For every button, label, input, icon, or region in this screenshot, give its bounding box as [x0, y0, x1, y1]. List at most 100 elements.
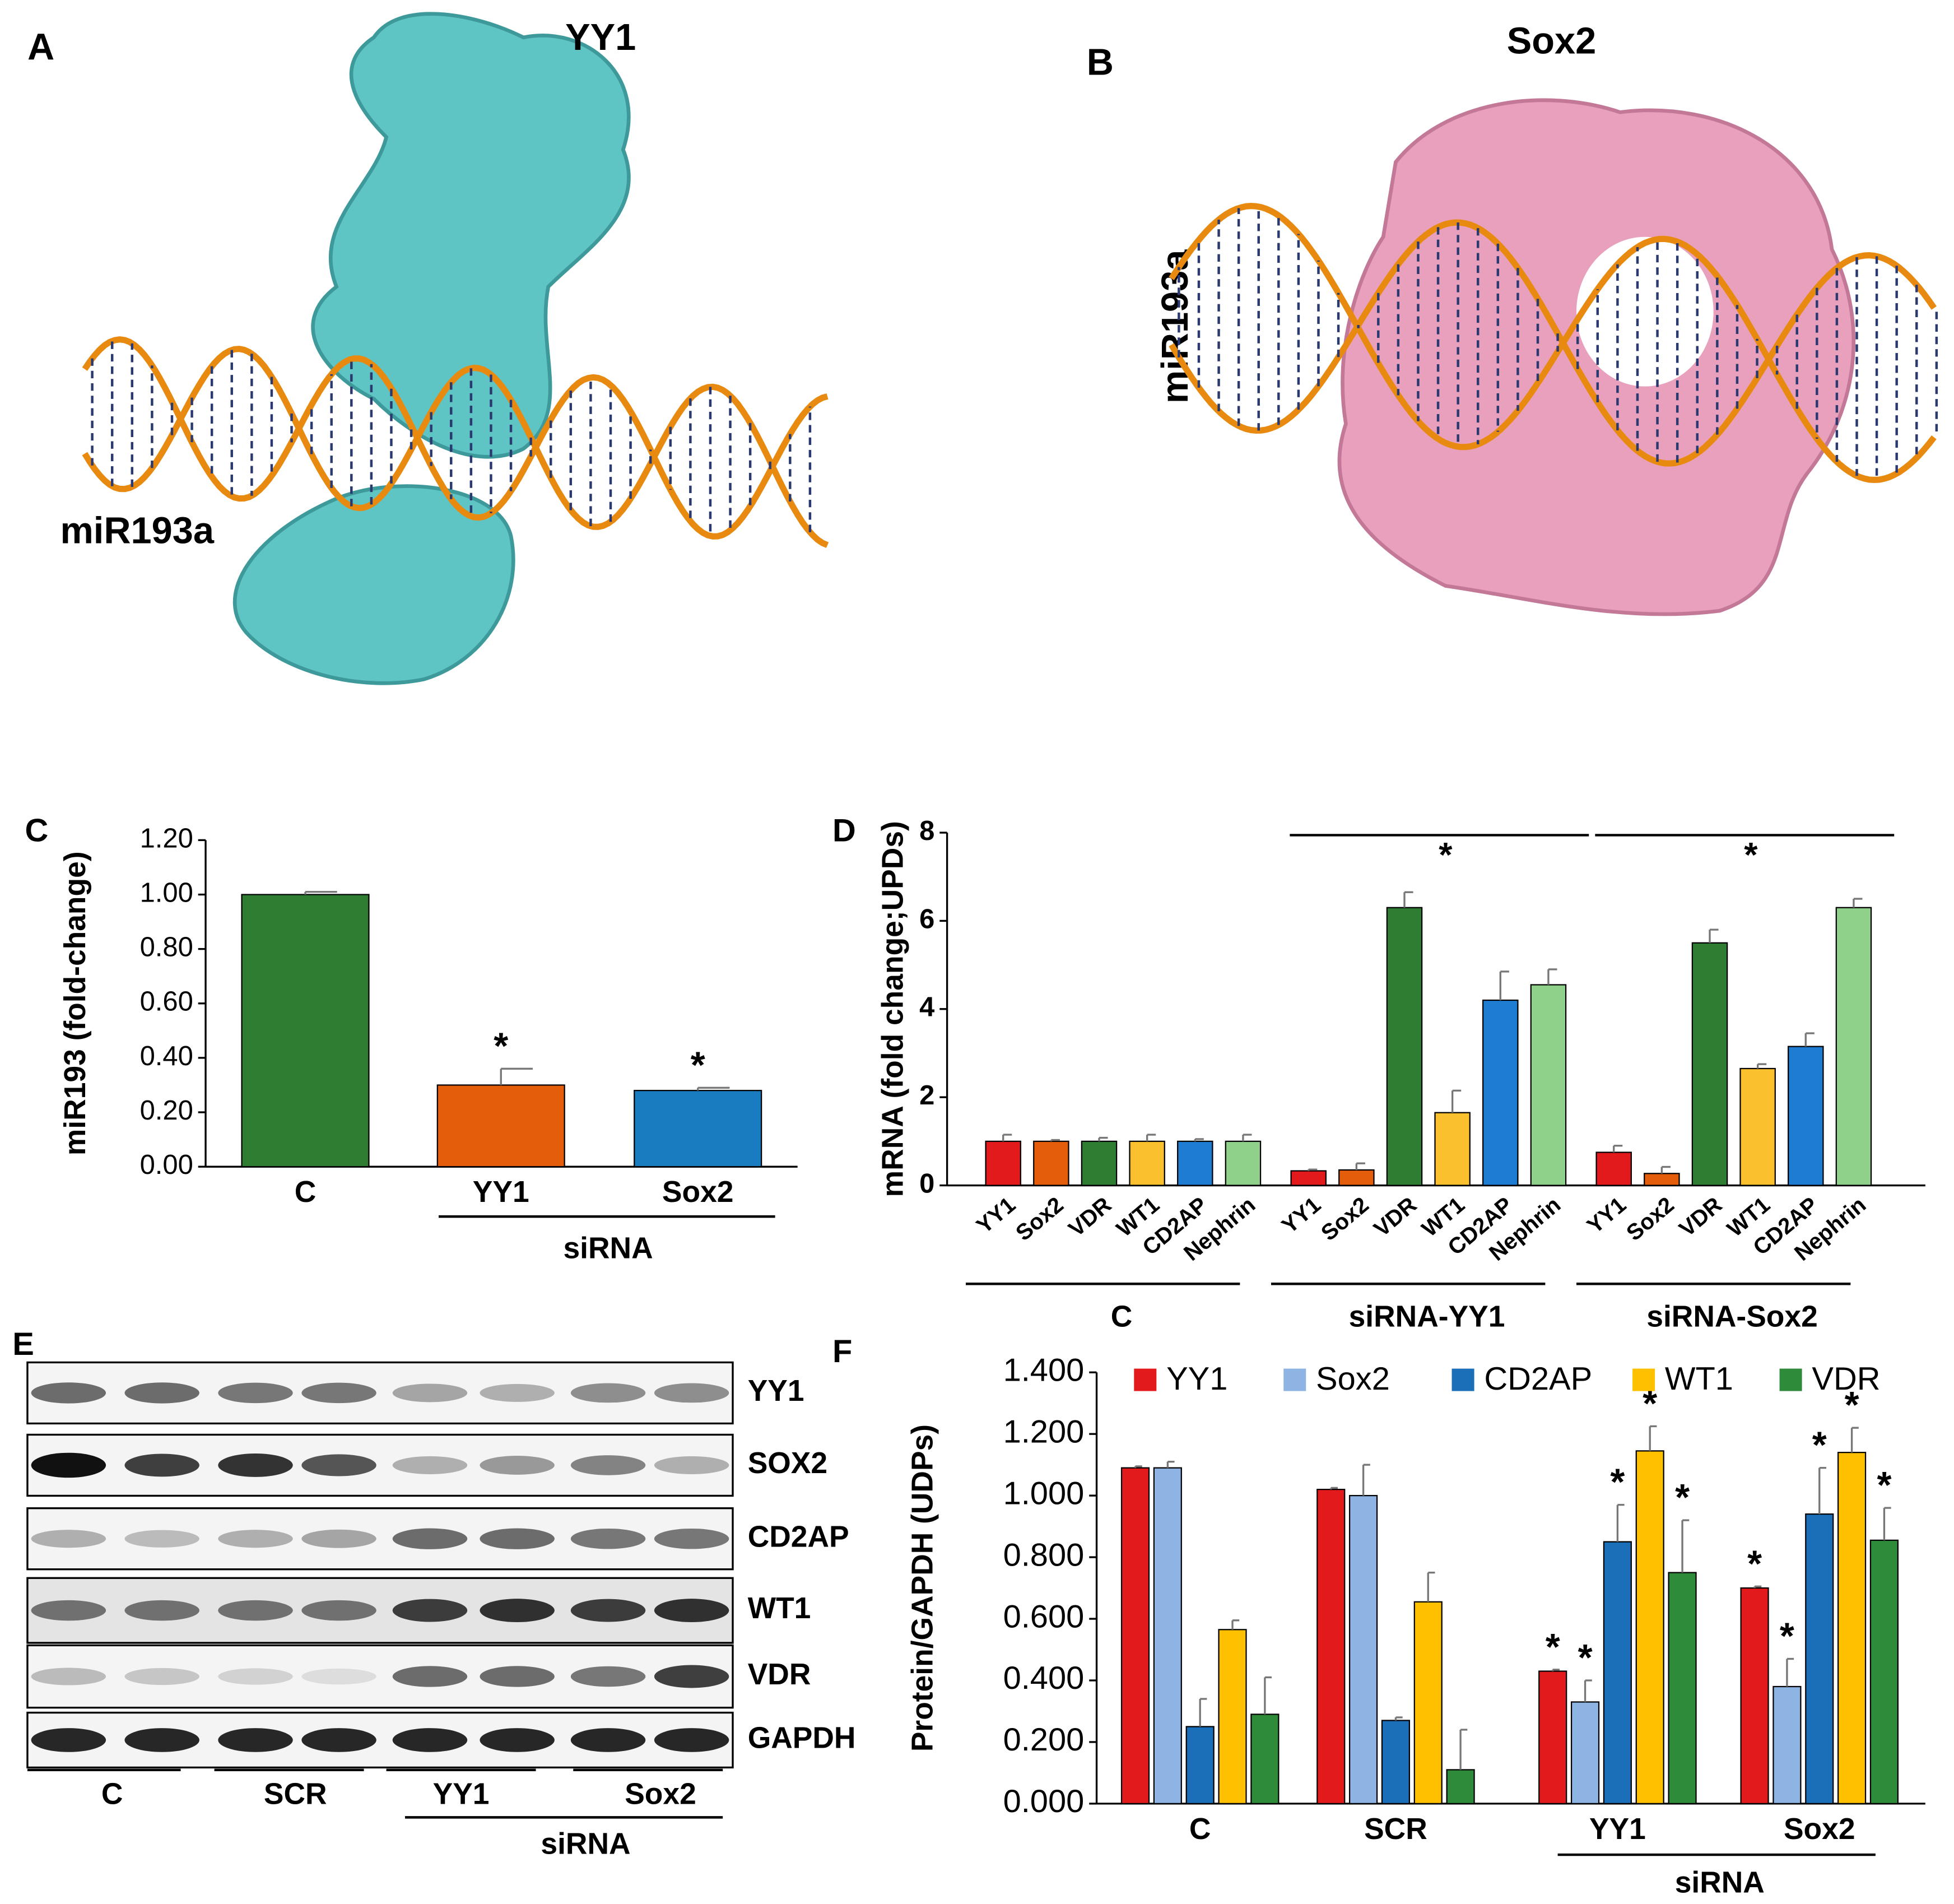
significance-star: * — [1610, 1462, 1625, 1503]
blot-band — [218, 1382, 293, 1404]
bar — [1250, 1713, 1280, 1804]
blot-band — [570, 1528, 646, 1549]
y-tick-label: 1.200 — [1003, 1414, 1085, 1450]
dna-label: miR193a — [60, 510, 214, 552]
legend-swatch — [1779, 1368, 1802, 1391]
blot-band — [480, 1666, 555, 1687]
panel-letter: F — [832, 1334, 852, 1369]
y-tick-label: 0.200 — [1003, 1722, 1085, 1758]
group-label: siRNA — [563, 1232, 653, 1265]
bar — [1120, 1467, 1150, 1804]
blot-band — [124, 1668, 199, 1685]
blot-band — [218, 1728, 293, 1752]
blot-band — [392, 1599, 468, 1622]
bar — [1644, 1173, 1680, 1186]
x-tick-label: Sox2 — [1784, 1813, 1855, 1846]
y-tick-label: 0.60 — [140, 987, 193, 1017]
blot-band — [570, 1383, 646, 1403]
legend-swatch — [1632, 1368, 1655, 1391]
chart: F Protein/GAPDH (UDPs) 0.000 0.200 0.400 0.60… — [832, 1334, 1925, 1900]
bar — [241, 894, 370, 1168]
lane-label: YY1 — [433, 1778, 490, 1811]
legend-label: WT1 — [1665, 1361, 1733, 1397]
blot-band — [392, 1666, 468, 1687]
bar — [1805, 1513, 1834, 1804]
protein-label: VDR — [748, 1658, 811, 1691]
bar — [1835, 907, 1872, 1186]
group-label: siRNA — [1675, 1866, 1765, 1900]
significance-star: * — [1546, 1627, 1560, 1668]
blot-band — [480, 1383, 555, 1402]
bar — [1772, 1685, 1802, 1804]
bar — [1668, 1572, 1697, 1804]
bar — [1788, 1046, 1824, 1186]
x-tick-label: YY1 — [1589, 1813, 1646, 1846]
legend-swatch — [1134, 1368, 1157, 1391]
x-tick-label: C — [1189, 1813, 1211, 1846]
bar — [1482, 999, 1519, 1186]
y-tick-label: 4 — [919, 992, 934, 1023]
blot-band — [31, 1382, 106, 1404]
y-tick-label: 1.000 — [1003, 1475, 1085, 1511]
x-tick-label: Sox2 — [662, 1176, 734, 1209]
bar — [1033, 1140, 1069, 1186]
y-tick-label: 2 — [919, 1080, 934, 1111]
blot-band — [654, 1665, 729, 1688]
x-tick-label: SCR — [1364, 1813, 1427, 1846]
bar — [1739, 1067, 1776, 1186]
y-tick-label: 0.40 — [140, 1041, 193, 1071]
blot-band — [570, 1666, 646, 1687]
lane-label: SCR — [264, 1778, 327, 1811]
bar — [1316, 1489, 1346, 1804]
y-tick-label: 1.20 — [140, 823, 193, 853]
y-tick-label: 0.80 — [140, 932, 193, 963]
bar — [1691, 942, 1728, 1186]
panel-letter: C — [25, 812, 48, 848]
bar — [1635, 1450, 1664, 1804]
significance-star: * — [691, 1044, 705, 1086]
bar — [1446, 1769, 1475, 1804]
blot-band — [124, 1453, 199, 1477]
blot-band — [480, 1728, 555, 1752]
blot-band — [31, 1530, 106, 1548]
significance-star: * — [1744, 836, 1758, 875]
blot-band — [124, 1382, 199, 1404]
blot-band — [218, 1600, 293, 1621]
bar — [1869, 1539, 1899, 1804]
panel-e: E YY1 SOX2 CD2AP WT1 VDR GAPDH C SCR YY1 Sox2 siRN… — [12, 1326, 855, 1861]
y-tick-label: 0 — [919, 1168, 934, 1199]
legend-label: CD2AP — [1484, 1361, 1592, 1397]
blot-band — [480, 1528, 555, 1549]
x-tick-label: YY1 — [473, 1176, 529, 1209]
bar — [1185, 1726, 1215, 1804]
blot-band — [570, 1728, 646, 1752]
x-tick-label: C — [295, 1176, 317, 1209]
significance-star: * — [1578, 1637, 1593, 1679]
dna-strand — [82, 346, 829, 548]
bar — [1177, 1140, 1213, 1186]
y-tick-label: 8 — [919, 816, 934, 846]
bar — [1153, 1467, 1182, 1804]
dna-strand — [82, 336, 829, 540]
y-tick-label: 0.000 — [1003, 1784, 1085, 1819]
blot-band — [570, 1599, 646, 1622]
blot-band — [654, 1599, 729, 1622]
blot-band — [218, 1530, 293, 1548]
bar — [1225, 1140, 1262, 1186]
bar — [1349, 1495, 1378, 1804]
blot-band — [31, 1600, 106, 1621]
blot-band — [392, 1528, 468, 1549]
y-tick-label: 0.800 — [1003, 1537, 1085, 1573]
legend-label: VDR — [1812, 1361, 1880, 1397]
panel-letter: E — [12, 1326, 34, 1362]
blot-band — [301, 1728, 376, 1752]
blot-band — [654, 1456, 729, 1474]
legend-label: Sox2 — [1316, 1361, 1390, 1397]
significance-star: * — [1812, 1425, 1827, 1466]
significance-star: * — [1845, 1385, 1859, 1426]
bar — [1338, 1169, 1375, 1186]
group-label: siRNA-YY1 — [1349, 1301, 1505, 1334]
